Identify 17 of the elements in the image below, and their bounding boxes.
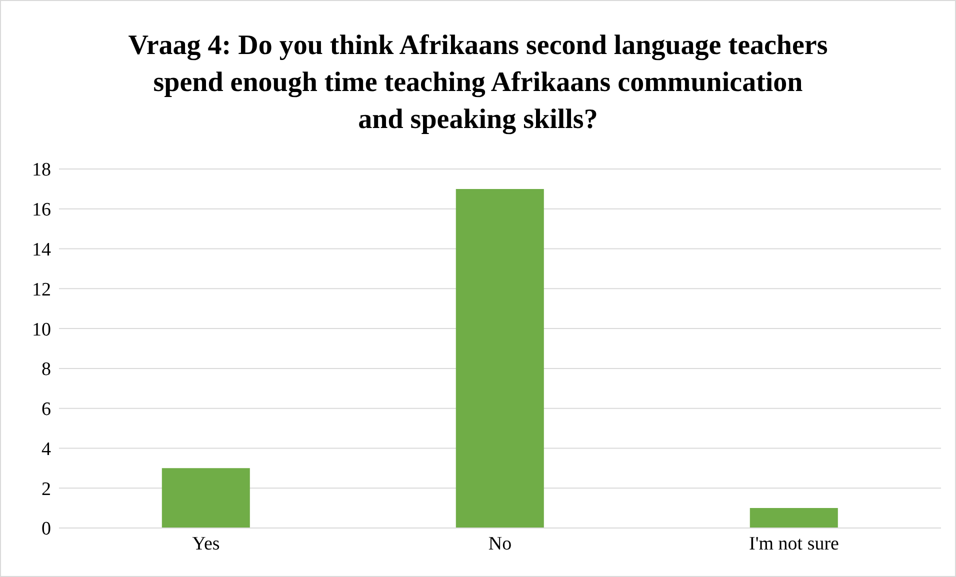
x-tick-label: No (488, 533, 512, 554)
y-tick-label: 12 (32, 279, 51, 300)
x-tick-label: Yes (192, 533, 220, 554)
x-tick-label: I'm not sure (749, 533, 839, 554)
y-tick-label: 16 (32, 200, 51, 221)
y-tick-label: 6 (42, 399, 51, 420)
y-tick-label: 4 (42, 438, 52, 460)
y-tick-label: 8 (42, 359, 51, 380)
bar (750, 508, 838, 528)
y-tick-label: 0 (42, 518, 51, 540)
y-tick-label: 10 (32, 319, 51, 340)
chart-title: Vraag 4: Do you think Afrikaans second language teachers spend enough time teaching Afrikaans communication and speaking skills? (128, 28, 828, 136)
y-tick-label: 14 (32, 240, 52, 261)
y-tick-label: 2 (42, 478, 51, 500)
y-tick-label: 18 (32, 160, 51, 181)
bar (456, 188, 544, 528)
bar (162, 468, 250, 528)
